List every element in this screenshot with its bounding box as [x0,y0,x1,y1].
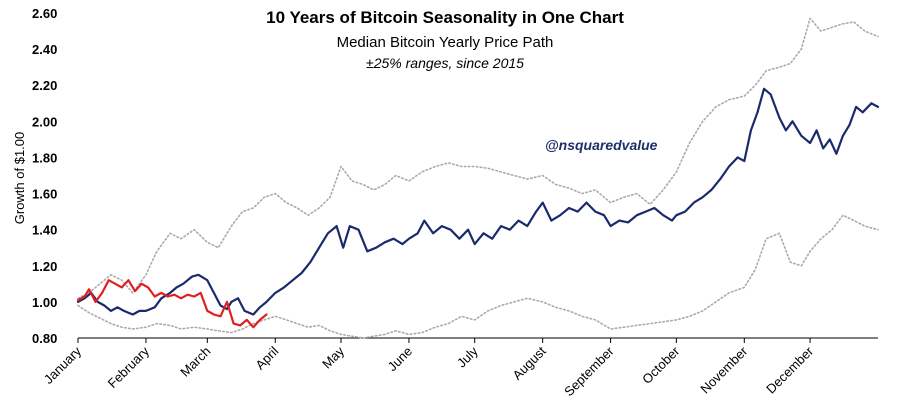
series-group [76,17,880,339]
y-tick-label: 2.60 [32,6,57,21]
x-tick-label: June [385,344,416,375]
y-axis-label: Growth of $1.00 [12,132,27,225]
chart-title: 10 Years of Bitcoin Seasonality in One C… [266,8,624,27]
series-line-0 [77,17,879,300]
x-tick-label: May [319,343,347,371]
x-tick-label: April [252,343,281,372]
y-tick-label: 2.20 [32,78,57,93]
watermark-annotation: @nsquaredvalue [545,137,658,153]
x-tick-label: August [510,343,549,382]
y-tick-label: 1.00 [32,295,57,310]
series-line-3 [76,279,268,329]
y-tick-label: 1.60 [32,187,57,202]
x-tick-label: January [41,343,85,387]
x-tick-label: December [763,343,816,396]
x-tick-label: September [561,343,617,399]
y-tick-label: 2.40 [32,42,57,57]
y-tick-label: 1.20 [32,259,57,274]
chart-subtitle: Median Bitcoin Yearly Price Path [337,34,554,51]
x-tick-label: February [105,343,153,391]
x-tick-label: November [697,343,750,396]
x-tick-label: July [454,343,481,370]
x-tick-label: March [177,344,213,380]
chart-range-note: ±25% ranges, since 2015 [366,55,524,71]
y-tick-label: 1.40 [32,223,57,238]
x-tick-label: October [639,343,683,387]
y-tick-label: 0.80 [32,331,57,346]
series-line-1 [77,214,879,339]
y-tick-label: 1.80 [32,150,57,165]
y-tick-label: 2.00 [32,114,57,129]
series-line-2 [76,87,880,316]
